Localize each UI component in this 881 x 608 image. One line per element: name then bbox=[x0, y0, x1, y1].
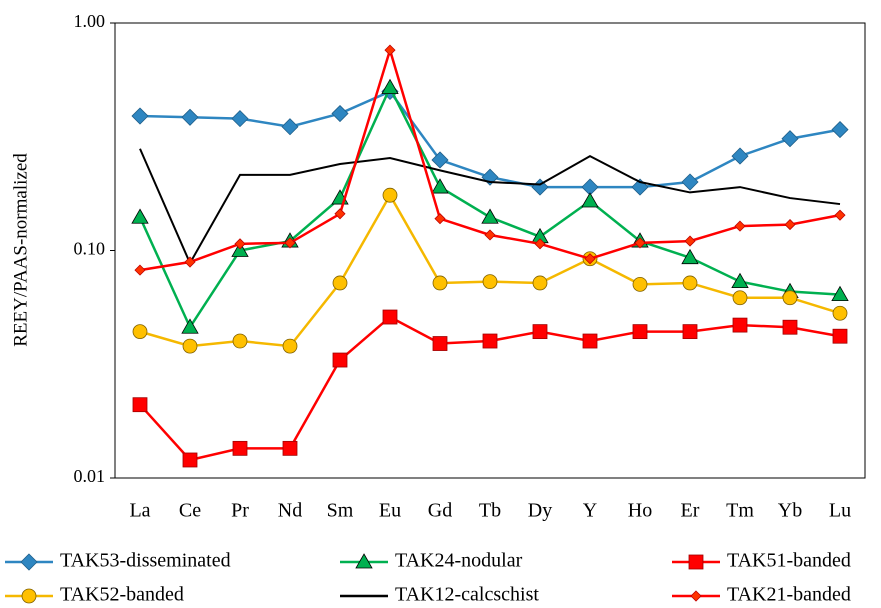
x-tick-label: Ce bbox=[179, 500, 201, 522]
data-point bbox=[131, 208, 149, 224]
data-point bbox=[181, 108, 199, 126]
data-point bbox=[382, 187, 398, 203]
data-point bbox=[732, 290, 748, 306]
data-point bbox=[784, 219, 796, 231]
legend-label: TAK53-disseminated bbox=[60, 550, 231, 572]
data-point bbox=[782, 290, 798, 306]
x-tick-label: Nd bbox=[278, 500, 302, 522]
data-point bbox=[134, 264, 146, 276]
x-tick-label: Eu bbox=[379, 500, 401, 522]
data-point bbox=[582, 333, 598, 349]
legend-marker bbox=[355, 553, 373, 569]
x-tick-label: Yb bbox=[778, 500, 802, 522]
legend-marker bbox=[688, 554, 704, 570]
data-point bbox=[782, 319, 798, 335]
data-point bbox=[832, 328, 848, 344]
data-point bbox=[432, 275, 448, 291]
x-tick-label: Tb bbox=[479, 500, 501, 522]
x-tick-label: Lu bbox=[829, 500, 851, 522]
data-point bbox=[484, 229, 496, 241]
data-point bbox=[634, 237, 646, 249]
x-tick-label: Sm bbox=[327, 500, 354, 522]
legend-marker bbox=[21, 588, 37, 604]
data-point bbox=[482, 333, 498, 349]
x-tick-label: La bbox=[129, 500, 150, 522]
data-point bbox=[381, 78, 399, 95]
x-tick-label: Tm bbox=[726, 500, 754, 522]
x-tick-label: Y bbox=[583, 500, 597, 522]
data-point bbox=[232, 440, 248, 456]
data-point bbox=[132, 397, 148, 413]
data-point bbox=[682, 275, 698, 291]
data-point bbox=[681, 173, 699, 191]
data-point bbox=[332, 275, 348, 291]
data-point bbox=[731, 147, 749, 165]
data-point bbox=[532, 324, 548, 340]
data-point bbox=[832, 305, 848, 321]
data-point bbox=[284, 237, 296, 249]
data-point bbox=[334, 208, 346, 220]
data-point bbox=[834, 209, 846, 221]
data-point bbox=[184, 256, 196, 268]
data-point bbox=[632, 324, 648, 340]
legend-label: TAK21-banded bbox=[727, 584, 851, 606]
data-point bbox=[132, 324, 148, 340]
legend-label: TAK24-nodular bbox=[395, 550, 523, 572]
data-point bbox=[682, 324, 698, 340]
data-point bbox=[232, 333, 248, 349]
x-tick-label: Pr bbox=[231, 500, 249, 522]
data-point bbox=[432, 336, 448, 351]
data-point bbox=[534, 238, 546, 250]
data-point bbox=[734, 220, 746, 232]
series-line bbox=[138, 84, 841, 330]
legend-label: TAK51-banded bbox=[727, 550, 851, 572]
legend-label: TAK12-calcschist bbox=[395, 584, 539, 606]
y-tick-label: 1.00 bbox=[74, 11, 106, 31]
x-tick-label: Er bbox=[681, 500, 700, 522]
data-point bbox=[731, 272, 749, 288]
x-tick-label: Dy bbox=[528, 500, 552, 522]
data-point bbox=[482, 274, 498, 289]
data-point bbox=[182, 338, 198, 354]
data-point bbox=[332, 352, 348, 368]
data-point bbox=[182, 452, 198, 468]
data-point bbox=[831, 121, 849, 139]
plot-frame bbox=[114, 22, 866, 479]
data-point bbox=[231, 241, 249, 257]
data-point bbox=[384, 44, 396, 56]
data-point bbox=[481, 208, 499, 224]
data-point bbox=[532, 275, 548, 291]
data-point bbox=[282, 338, 298, 354]
x-tick-label: Ho bbox=[628, 500, 652, 522]
data-point bbox=[281, 118, 299, 136]
data-point bbox=[831, 285, 849, 301]
x-tick-label: Gd bbox=[428, 500, 452, 522]
data-point bbox=[382, 309, 398, 325]
data-point bbox=[781, 130, 799, 148]
data-point bbox=[632, 276, 648, 292]
data-point bbox=[434, 213, 446, 225]
data-point bbox=[681, 248, 699, 265]
legend-marker bbox=[690, 590, 702, 602]
data-point bbox=[684, 235, 696, 247]
data-point bbox=[131, 107, 149, 125]
y-tick-label: 0.01 bbox=[74, 466, 106, 486]
data-point bbox=[732, 317, 748, 333]
y-axis-title: REEY/PAAS-normalized bbox=[10, 153, 31, 347]
data-point bbox=[331, 104, 349, 123]
legend-label: TAK52-banded bbox=[60, 584, 184, 606]
data-point bbox=[181, 318, 199, 334]
data-point bbox=[282, 440, 298, 456]
data-point bbox=[231, 110, 249, 128]
data-point bbox=[234, 238, 246, 250]
legend-marker bbox=[20, 553, 38, 571]
series-line bbox=[139, 148, 841, 266]
data-point bbox=[431, 178, 449, 194]
y-tick-label: 0.10 bbox=[74, 239, 106, 259]
data-point bbox=[431, 151, 449, 169]
data-point bbox=[584, 253, 596, 265]
data-point bbox=[581, 192, 599, 208]
